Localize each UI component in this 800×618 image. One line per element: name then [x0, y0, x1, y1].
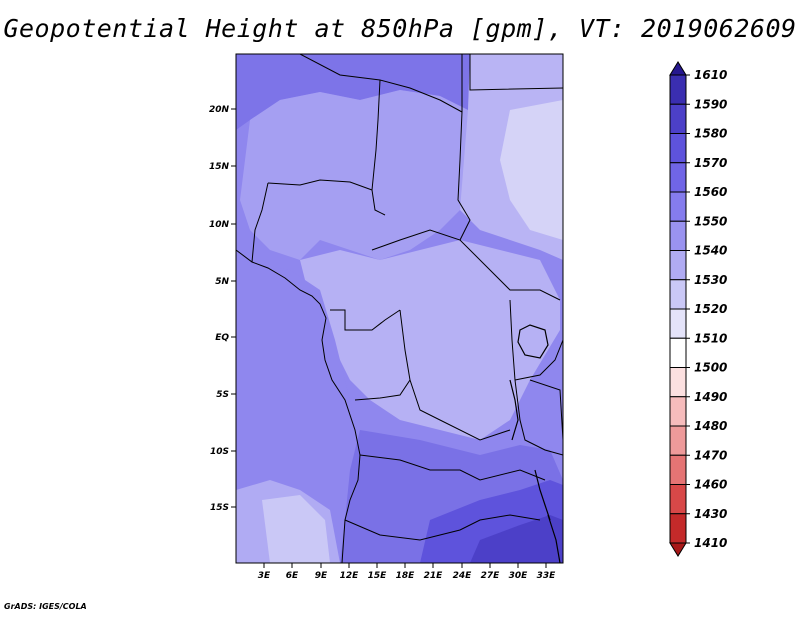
- colorbar-label: 1540: [694, 244, 727, 258]
- colorbar-label: 1500: [694, 361, 727, 375]
- colorbar-swatch: [669, 133, 687, 164]
- height-field: [236, 54, 563, 563]
- colorbar-label: 1560: [694, 185, 727, 199]
- colorbar-label: 1410: [694, 536, 727, 550]
- colorbar-swatch: [669, 484, 687, 515]
- colorbar-swatch: [669, 337, 687, 368]
- lat-label: 5S: [216, 390, 229, 400]
- lat-label: 10S: [210, 447, 229, 457]
- lon-label: 3E: [258, 571, 271, 581]
- colorbar-label: 1550: [694, 214, 727, 228]
- colorbar-label: 1510: [694, 331, 727, 345]
- lon-label: 33E: [537, 571, 557, 581]
- lon-label: 30E: [509, 571, 529, 581]
- colorbar-label: 1490: [694, 390, 727, 404]
- colorbar-swatch: [669, 162, 687, 193]
- lat-label: 10N: [209, 220, 230, 230]
- colorbar-arrow-bottom: [669, 542, 687, 557]
- colorbar-label: 1580: [694, 127, 727, 141]
- colorbar-label: 1470: [694, 448, 727, 462]
- colorbar-label: 1460: [694, 478, 727, 492]
- colorbar-label: 1590: [694, 97, 727, 111]
- lat-axis: 20N 15N 10N 5N EQ 5S 10S 15S: [209, 105, 236, 513]
- colorbar-label: 1570: [694, 156, 727, 170]
- lon-label: 24E: [453, 571, 473, 581]
- lon-label: 21E: [424, 571, 444, 581]
- lakes: [509, 324, 561, 563]
- lon-label: 6E: [286, 571, 299, 581]
- lat-label: 20N: [209, 105, 230, 115]
- colorbar-swatch: [669, 220, 687, 251]
- lon-label: 15E: [368, 571, 388, 581]
- lon-label: 9E: [315, 571, 328, 581]
- colorbar-label: 1520: [694, 302, 727, 316]
- lat-label: EQ: [215, 333, 229, 343]
- chart-title: Geopotential Height at 850hPa [gpm], VT:…: [3, 14, 797, 43]
- lon-label: 27E: [481, 571, 501, 581]
- footer-credit: GrADS: IGES/COLA: [4, 602, 87, 611]
- lat-label: 5N: [215, 277, 229, 287]
- colorbar-arrow-top: [669, 61, 687, 76]
- colorbar-swatch: [669, 103, 687, 134]
- map-frame: [235, 53, 564, 564]
- colorbar-label: 1530: [694, 273, 727, 287]
- colorbar-swatch: [669, 513, 687, 544]
- lat-label: 15N: [209, 162, 230, 172]
- colorbar-swatch: [669, 425, 687, 456]
- colorbar-swatch: [669, 250, 687, 281]
- lon-label: 12E: [340, 571, 360, 581]
- colorbar-label: 1430: [694, 507, 727, 521]
- colorbar-swatch: [669, 279, 687, 310]
- colorbar-swatch: [669, 396, 687, 427]
- lon-label: 18E: [396, 571, 416, 581]
- colorbar-swatch: [669, 454, 687, 485]
- lon-axis: 3E 6E 9E 12E 15E 18E 21E 24E 27E 30E 33E: [258, 563, 556, 581]
- colorbar-label: 1610: [694, 68, 727, 82]
- colorbar-label: 1480: [694, 419, 727, 433]
- colorbar-swatch: [669, 74, 687, 105]
- colorbar-swatch: [669, 191, 687, 222]
- colorbar: 1610 1590 1580 1570 1560 1550 1540 1530 1520 1510…: [669, 61, 727, 557]
- colorbar-swatch: [669, 308, 687, 339]
- colorbar-swatch: [669, 367, 687, 398]
- lat-label: 15S: [210, 503, 229, 513]
- country-borders: [236, 54, 563, 563]
